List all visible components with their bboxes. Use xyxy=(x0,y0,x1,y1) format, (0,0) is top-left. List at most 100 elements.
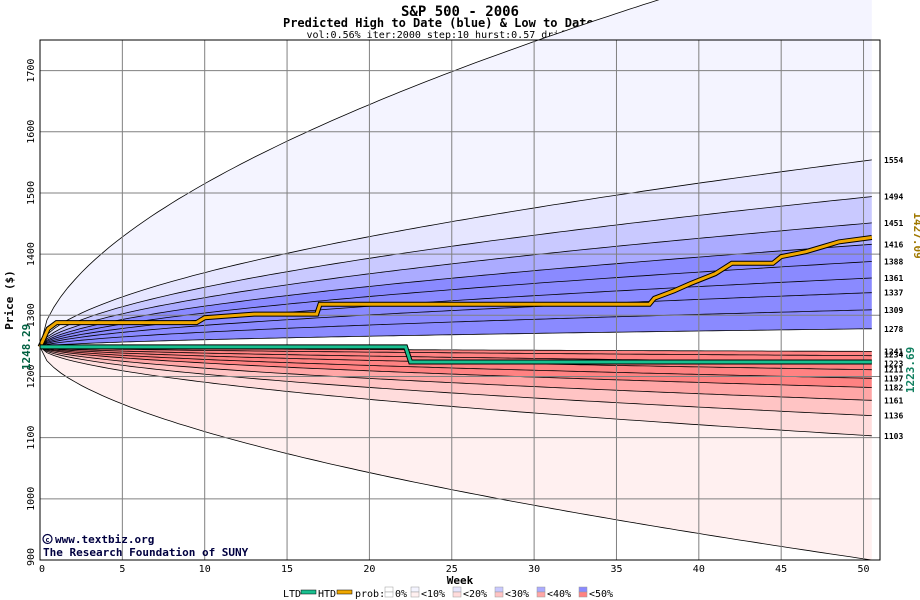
y-tick-1200: 1200 xyxy=(26,364,37,388)
high-band-1 xyxy=(40,159,872,347)
legend-swatch-red-4 xyxy=(536,591,546,598)
x-tick-45: 45 xyxy=(775,564,787,575)
low-band-5 xyxy=(40,346,872,401)
right-label-5: 1361 xyxy=(884,274,903,283)
x-tick-40: 40 xyxy=(693,564,705,575)
legend-swatch-red-3 xyxy=(494,591,504,598)
quantile-line-14 xyxy=(39,346,872,379)
low-band-4 xyxy=(40,346,872,388)
right-value-labels: 1554 1494 1451 1416 1388 1361 1337 1309 1278 1241… xyxy=(884,156,903,441)
low-band-1 xyxy=(40,346,872,363)
right-label-2: 1451 xyxy=(884,219,903,228)
low-band-7 xyxy=(40,346,872,436)
ltd-final-label: 1223.69 xyxy=(904,347,917,393)
legend-bin-label-3: <30% xyxy=(505,589,529,600)
y-axis-label: Price ($) xyxy=(3,270,16,330)
legend-bin-label-1: <10% xyxy=(421,589,445,600)
legend-htd-swatch xyxy=(336,589,353,595)
copyright-icon xyxy=(42,533,53,545)
series-htd-line xyxy=(38,236,872,348)
start-value-label: 1248.29 xyxy=(20,324,33,370)
right-label-8: 1278 xyxy=(884,325,903,334)
y-tick-1000: 1000 xyxy=(26,487,37,511)
x-tick-25: 25 xyxy=(446,564,458,575)
right-label-1: 1494 xyxy=(884,193,903,202)
right-label-12: 1211 xyxy=(884,366,903,375)
quantile-line-5 xyxy=(39,261,872,348)
high-band-4 xyxy=(40,244,872,347)
right-label-17: 1103 xyxy=(884,432,903,441)
quantile-lines xyxy=(39,0,872,561)
plot-frame xyxy=(39,39,881,561)
legend-bin-label-0: 0% xyxy=(395,589,407,600)
y-tick-1700: 1700 xyxy=(26,59,37,83)
legend-bin-label-5: <50% xyxy=(589,589,613,600)
probability-bands xyxy=(40,0,872,560)
legend-bin-label-2: <20% xyxy=(463,589,487,600)
high-band-5 xyxy=(40,261,872,347)
legend-swatch-red-2 xyxy=(452,591,462,598)
right-label-9: 1241 xyxy=(884,347,903,356)
high-band-7 xyxy=(40,292,872,347)
legend-swatch-red-1 xyxy=(410,591,420,598)
chart-title: S&P 500 - 2006 xyxy=(401,4,519,20)
quantile-line-11 xyxy=(39,346,872,357)
x-tick-30: 30 xyxy=(528,564,540,575)
y-tick-1400: 1400 xyxy=(26,242,37,266)
x-tick-10: 10 xyxy=(199,564,211,575)
y-tick-1600: 1600 xyxy=(26,120,37,144)
right-label-0: 1554 xyxy=(884,156,903,165)
htd-final-label: 1427.09 xyxy=(911,212,920,258)
right-label-11: 1223 xyxy=(884,359,903,368)
high-band-2 xyxy=(40,196,872,347)
copyright-icon-glyph: c xyxy=(45,536,49,544)
legend-swatch-red-5 xyxy=(578,591,588,598)
x-tick-35: 35 xyxy=(610,564,622,575)
right-label-13: 1197 xyxy=(884,374,903,383)
quantile-line-17 xyxy=(39,346,872,416)
low-band-8 xyxy=(40,346,872,560)
right-label-4: 1388 xyxy=(884,258,903,267)
quantile-line-18 xyxy=(39,346,872,437)
series-ltd-line xyxy=(40,345,872,364)
right-label-16: 1136 xyxy=(884,412,903,421)
quantile-line-2 xyxy=(39,196,872,348)
legend-swatch-blue-2 xyxy=(452,586,462,593)
quantile-line-16 xyxy=(39,346,872,401)
right-label-15: 1161 xyxy=(884,396,903,405)
x-tick-labels: 0 5 10 15 20 25 30 35 40 45 50 xyxy=(39,564,870,575)
legend: LTD HTD prob: 0% <10% <20% <30% <40% <50% xyxy=(283,586,613,600)
chart-params: vol:0.56% iter:2000 step:10 hurst:0.57 d… xyxy=(306,30,613,41)
chart-subtitle: Predicted High to Date (blue) & Low to D… xyxy=(283,16,637,30)
right-label-10: 1234 xyxy=(884,351,903,360)
series-lines xyxy=(37,235,873,365)
legend-swatch-blue-0 xyxy=(384,586,394,593)
quantile-line-15 xyxy=(39,346,872,388)
legend-swatch-red-0 xyxy=(384,591,394,598)
y-tick-1300: 1300 xyxy=(26,303,37,327)
y-tick-1500: 1500 xyxy=(26,181,37,205)
watermark-org: The Research Foundation of SUNY xyxy=(43,546,249,559)
legend-ltd-label: LTD xyxy=(283,589,301,600)
low-band-6 xyxy=(40,346,872,416)
legend-swatch-blue-1 xyxy=(410,586,420,593)
y-tick-1100: 1100 xyxy=(26,426,37,450)
right-label-3: 1416 xyxy=(884,240,903,249)
x-tick-20: 20 xyxy=(363,564,375,575)
x-tick-5: 5 xyxy=(119,564,125,575)
quantile-line-9 xyxy=(39,328,872,348)
legend-swatch-blue-4 xyxy=(536,586,546,593)
x-tick-0: 0 xyxy=(39,564,45,575)
high-band-0 xyxy=(40,0,872,347)
legend-ltd-swatch xyxy=(300,589,317,595)
legend-htd-label: HTD xyxy=(318,589,336,600)
y-tick-900: 900 xyxy=(26,548,37,566)
right-label-14: 1182 xyxy=(884,384,903,393)
legend-swatch-blue-3 xyxy=(494,586,504,593)
legend-swatch-blue-5 xyxy=(578,586,588,593)
legend-prob-label: prob: xyxy=(355,589,385,600)
x-tick-15: 15 xyxy=(281,564,293,575)
x-axis-label: Week xyxy=(447,574,474,587)
quantile-line-8 xyxy=(39,309,872,348)
right-label-6: 1337 xyxy=(884,289,903,298)
